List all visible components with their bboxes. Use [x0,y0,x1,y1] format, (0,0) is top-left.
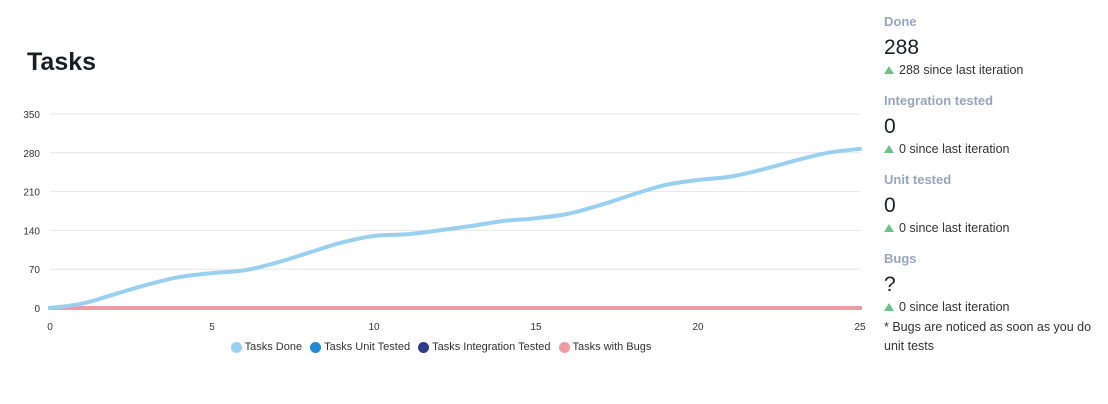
x-tick-label: 5 [209,322,215,333]
stat-bugs: Bugs ? 0 since last iteration [884,251,1104,314]
stat-value: 288 [884,36,920,59]
y-tick-label: 350 [23,110,40,121]
x-tick-label: 15 [530,322,542,333]
stat-label: Done [884,14,917,29]
tasks-line-chart: 0 70 140 210 280 350 0 5 10 15 20 25 [23,110,866,333]
stat-delta-text: 0 since last iteration [899,300,1010,314]
legend-item-tasks-integration-tested[interactable]: Tasks Integration Tested [418,341,551,353]
stat-delta-text: 0 since last iteration [899,221,1010,235]
stat-label: Unit tested [884,172,952,187]
stat-delta: 0 since last iteration [884,300,1104,314]
legend-swatch-tasks-integration-tested [418,341,430,353]
legend-item-tasks-done[interactable]: Tasks Done [230,341,303,353]
arrow-up-icon [884,224,894,232]
x-tick-label: 20 [692,322,704,333]
stat-delta: 0 since last iteration [884,221,1104,235]
legend-item-tasks-with-bugs[interactable]: Tasks with Bugs [558,341,652,353]
x-tick-label: 25 [854,322,866,333]
legend-label-tasks-done: Tasks Done [244,341,303,353]
legend-label-tasks-with-bugs: Tasks with Bugs [572,341,652,353]
y-tick-label: 140 [23,226,40,237]
chart-legend: Tasks Done Tasks Unit Tested Tasks Integ… [0,341,882,353]
y-tick-label: 70 [29,265,41,276]
stats-panel: Done 288 288 since last iteration Integr… [884,14,1104,356]
stat-unit-tested: Unit tested 0 0 since last iteration [884,172,1104,235]
x-tick-label: 10 [368,322,380,333]
x-tick-label: 0 [47,322,53,333]
legend-item-tasks-unit-tested[interactable]: Tasks Unit Tested [310,341,410,353]
legend-label-tasks-unit-tested: Tasks Unit Tested [324,341,411,353]
chart-title: Tasks [27,48,97,76]
stat-value: ? [884,273,896,296]
stat-value: 0 [884,115,896,138]
stat-delta-text: 0 since last iteration [899,142,1010,156]
legend-swatch-tasks-done [230,341,242,353]
y-tick-label: 0 [34,304,40,315]
stat-done: Done 288 288 since last iteration [884,14,1104,77]
stat-label: Bugs [884,251,917,266]
stat-label: Integration tested [884,93,994,108]
stat-integration-tested: Integration tested 0 0 since last iterat… [884,93,1104,156]
stat-value: 0 [884,194,896,217]
stat-delta-text: 288 since last iteration [899,63,1024,77]
legend-swatch-tasks-with-bugs [558,341,570,353]
arrow-up-icon [884,303,894,311]
bugs-footnote: * Bugs are noticed as soon as you do uni… [884,320,1092,353]
legend-swatch-tasks-unit-tested [310,341,322,353]
y-tick-label: 210 [23,188,40,199]
series-line-tasks-done [48,146,862,310]
legend-label-tasks-integration-tested: Tasks Integration Tested [432,341,551,353]
arrow-up-icon [884,145,894,153]
stat-delta: 288 since last iteration [884,63,1104,77]
arrow-up-icon [884,66,894,74]
y-tick-label: 280 [23,149,40,160]
stat-delta: 0 since last iteration [884,142,1104,156]
